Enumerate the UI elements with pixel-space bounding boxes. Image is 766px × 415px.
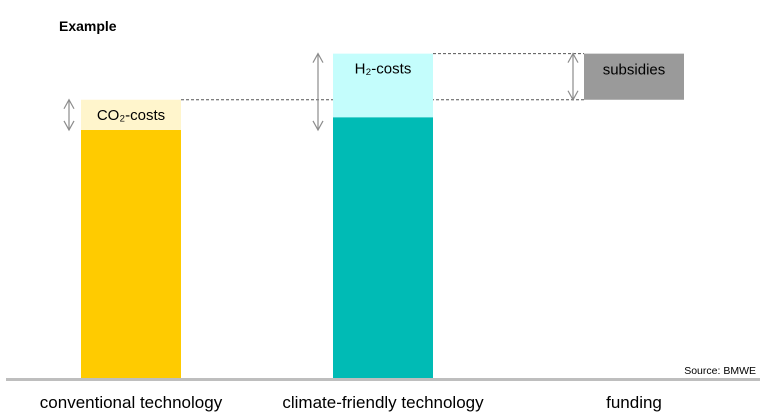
bar-segment-1-1 bbox=[333, 53, 433, 118]
segment-label-2: subsidies bbox=[603, 62, 666, 79]
segment-label-0: CO₂-costs bbox=[97, 107, 165, 124]
source-note: Source: BMWE bbox=[684, 365, 756, 377]
category-label-climate-friendly: climate-friendly technology bbox=[282, 393, 484, 412]
bar-segment-0-0 bbox=[81, 129, 181, 378]
bar-segment-1-0 bbox=[333, 117, 433, 379]
bar-segment-2-0 bbox=[584, 53, 684, 100]
segment-label-1: H₂-costs bbox=[355, 61, 412, 78]
chart-title: Example bbox=[59, 18, 117, 34]
bars bbox=[81, 53, 684, 379]
category-label-conventional: conventional technology bbox=[40, 393, 223, 412]
subsidies-arrow bbox=[567, 52, 579, 101]
h2-costs-arrow bbox=[312, 52, 324, 132]
bar-segment-0-1 bbox=[81, 99, 181, 130]
co2-costs-arrow bbox=[63, 98, 75, 132]
difference-arrows bbox=[63, 52, 579, 132]
category-label-funding: funding bbox=[606, 393, 662, 412]
segment-labels: CO₂-costs H₂-costs subsidies bbox=[97, 61, 665, 124]
